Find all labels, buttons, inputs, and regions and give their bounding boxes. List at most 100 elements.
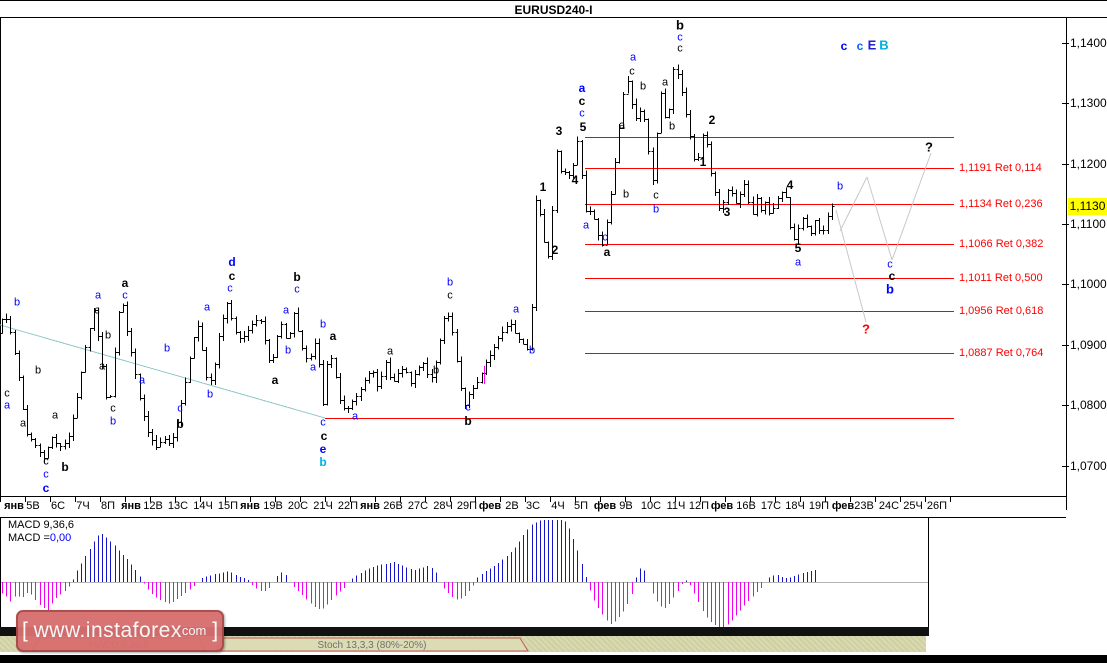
x-axis-label: 12В (143, 500, 163, 512)
chart-symbol-title: EURUSD240-I (514, 3, 593, 17)
wave-label: a (329, 329, 337, 343)
wave-label: a (661, 76, 669, 89)
wave-label: 2 (708, 113, 716, 127)
wave-label: a (98, 360, 106, 373)
x-axis-label: 5В (26, 500, 40, 512)
wave-label: a (51, 409, 59, 422)
wave-label: b (34, 364, 42, 377)
wave-label: 1 (539, 180, 547, 194)
x-axis-label: 29П (456, 500, 478, 512)
x-axis-label: фев (710, 500, 734, 512)
x-axis-label: 19В (263, 500, 283, 512)
x-axis-label: 14Ч (193, 500, 213, 512)
wave-label: b (652, 203, 660, 216)
wave-label: 4 (786, 178, 794, 192)
x-axis-label: фев (593, 500, 617, 512)
x-axis-label: 17С (760, 500, 782, 512)
x-axis-label: 23В (854, 500, 874, 512)
tab-stochastic[interactable]: Stoch 13,3,3 (80%-20%) (215, 637, 529, 652)
bottom-black-bar (0, 655, 1107, 663)
x-axis-label: 2В (505, 500, 519, 512)
wave-label: c (856, 39, 864, 53)
wave-label: c (320, 429, 328, 443)
wave-label: c (602, 231, 608, 244)
fib-level-label: 1,1191 Ret 0,114 (959, 162, 1042, 174)
wave-label: c (294, 283, 300, 296)
wave-label: a (578, 81, 586, 95)
wave-label: b (639, 80, 647, 93)
wave-label: a (512, 303, 520, 316)
x-axis-label: 18Ч (785, 500, 805, 512)
wave-label: 5 (794, 241, 802, 255)
wave-label: b (176, 417, 184, 431)
wave-label: a (271, 373, 279, 387)
wave-label: 5 (579, 120, 587, 134)
wave-label: b (13, 296, 21, 309)
wave-label: b (668, 120, 676, 133)
x-axis-label: янв (4, 500, 24, 512)
macd-indicator-title: MACD 9,36,6 (8, 519, 75, 531)
logo-bracket-left: [ (21, 619, 34, 642)
wave-label: a (282, 304, 290, 317)
fib-level-label: 1,1134 Ret 0,236 (959, 198, 1043, 210)
wave-label: c (653, 189, 659, 202)
wave-label: c (43, 468, 49, 481)
fib-level-label: 1,0887 Ret 0,764 (959, 347, 1044, 359)
fib-level-label: 1,0956 Ret 0,618 (959, 305, 1044, 317)
wave-label: 1 (699, 155, 707, 169)
wave-label: c (578, 94, 586, 108)
wave-label: c (94, 304, 100, 317)
y-axis-label: 1,1000 (1070, 277, 1107, 291)
macd-value: 0,00 (49, 532, 72, 544)
wave-label: a (138, 374, 146, 387)
wave-label: d (228, 255, 236, 269)
x-axis-label: 16В (736, 500, 756, 512)
wave-label: b (61, 460, 69, 474)
wave-label: c (579, 107, 585, 120)
x-axis-label: 28Ч (433, 500, 453, 512)
x-axis-label: 6С (50, 500, 66, 512)
wave-label: a (203, 301, 211, 314)
wave-label: 2 (551, 243, 559, 257)
wave-label: 4 (571, 173, 579, 187)
question-mark-label: ? (925, 139, 933, 155)
x-axis-label: 25Ч (903, 500, 923, 512)
wave-label: b (319, 455, 327, 469)
wave-label: c (227, 282, 233, 295)
wave-label: b (464, 414, 472, 428)
wave-label: c (320, 416, 326, 429)
wave-label: b (104, 329, 112, 342)
chart-title-bar: EURUSD240-I (0, 0, 1107, 18)
y-axis-label: 1,1300 (1070, 96, 1107, 110)
x-axis-label: янв (240, 500, 260, 512)
wave-label: b (293, 270, 301, 284)
wave-label: a (618, 119, 626, 132)
fib-level-label: 1,1011 Ret 0,500 (959, 272, 1043, 284)
x-axis-label: 12П (688, 500, 710, 512)
wave-label: c (4, 387, 10, 400)
wave-label: a (629, 51, 637, 64)
logo-bracket-right: ] (206, 619, 219, 642)
wave-label: c (677, 31, 683, 44)
wave-label: B (879, 37, 889, 53)
wave-label: c (42, 481, 50, 495)
wave-label: 3 (723, 205, 731, 219)
wave-label: b (622, 188, 630, 201)
x-axis-label: янв (121, 500, 141, 512)
wave-label: c (177, 402, 183, 415)
x-axis-label: фев (478, 500, 502, 512)
wave-label: b (163, 342, 171, 355)
macd-caption: MACD 9,36,6 MACD =0,00 (8, 519, 74, 545)
y-axis-label: 1,0800 (1070, 398, 1107, 412)
x-axis-label: 10С (640, 500, 662, 512)
wave-label: a (19, 417, 27, 430)
x-axis-label: 5П (573, 500, 589, 512)
x-axis-label: 27С (407, 500, 429, 512)
wave-label: c (677, 42, 683, 55)
wave-label: c (840, 39, 848, 53)
wave-label: b (319, 318, 327, 331)
y-axis-label: 1,1100 (1070, 217, 1106, 231)
wave-label: b (206, 388, 214, 401)
wave-label: a (309, 361, 317, 374)
